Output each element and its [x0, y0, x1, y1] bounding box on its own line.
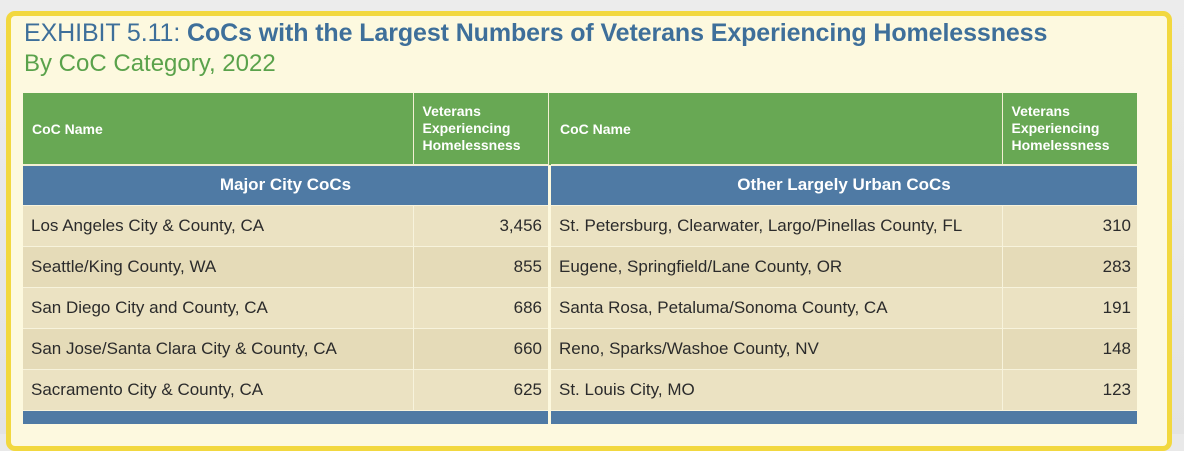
column-gap — [548, 205, 551, 246]
header-veterans-line2: Experiencing — [422, 120, 511, 136]
veteran-count: 3,456 — [413, 204, 548, 246]
coc-name: Sacramento City & County, CA — [23, 368, 414, 410]
coc-name: San Jose/Santa Clara City & County, CA — [23, 327, 414, 369]
coc-name: Santa Rosa, Petaluma/Sonoma County, CA — [551, 286, 1003, 328]
exhibit-heading: CoCs with the Largest Numbers of Veteran… — [187, 19, 1048, 47]
column-gap — [548, 287, 551, 328]
coc-name: St. Louis City, MO — [551, 368, 1003, 410]
coc-name: Reno, Sparks/Washoe County, NV — [551, 327, 1003, 369]
veteran-count: 660 — [413, 327, 548, 369]
veterans-table: CoC Name Veterans Experiencing Homelessn… — [23, 93, 1137, 424]
veteran-count: 310 — [1002, 204, 1137, 246]
column-gap — [548, 165, 551, 205]
coc-name: Los Angeles City & County, CA — [23, 204, 414, 246]
coc-name: Eugene, Springfield/Lane County, OR — [551, 245, 1003, 287]
column-gap — [548, 328, 551, 369]
veteran-count: 123 — [1002, 368, 1137, 410]
column-gap — [548, 369, 551, 410]
header-row: CoC Name Veterans Experiencing Homelessn… — [23, 93, 1137, 165]
column-gap — [548, 246, 551, 287]
category-row: Major City CoCs Other Largely Urban CoCs — [23, 164, 1137, 205]
header-veterans-line2: Experiencing — [1011, 120, 1100, 136]
header-veterans-left: Veterans Experiencing Homelessness — [413, 93, 549, 165]
column-gap — [548, 93, 551, 165]
next-category-right — [551, 409, 1137, 424]
table-row: Sacramento City & County, CA 625 St. Lou… — [23, 368, 1137, 410]
coc-name: Seattle/King County, WA — [23, 245, 414, 287]
veteran-count: 283 — [1002, 245, 1137, 287]
header-coc-name-left: CoC Name — [23, 93, 414, 165]
table-row: San Diego City and County, CA 686 Santa … — [23, 286, 1137, 328]
header-veterans-line1: Veterans — [422, 103, 481, 119]
coc-name: St. Petersburg, Clearwater, Largo/Pinell… — [551, 204, 1003, 246]
header-veterans-line3: Homelessness — [422, 137, 521, 153]
header-veterans-right: Veterans Experiencing Homelessness — [1002, 93, 1137, 165]
veteran-count: 191 — [1002, 286, 1137, 328]
column-gap — [548, 410, 551, 424]
exhibit-number: EXHIBIT 5.11: — [24, 19, 181, 47]
next-category-row — [23, 409, 1137, 424]
veteran-count: 148 — [1002, 327, 1137, 369]
table-row: San Jose/Santa Clara City & County, CA 6… — [23, 327, 1137, 369]
table-row: Seattle/King County, WA 855 Eugene, Spri… — [23, 245, 1137, 287]
next-category-left — [23, 409, 548, 424]
veteran-count: 625 — [413, 368, 548, 410]
exhibit-title: EXHIBIT 5.11: CoCs with the Largest Numb… — [24, 19, 1047, 48]
header-veterans-line1: Veterans — [1011, 103, 1070, 119]
category-other-urban: Other Largely Urban CoCs — [551, 164, 1137, 205]
header-veterans-line3: Homelessness — [1011, 137, 1110, 153]
category-major-city: Major City CoCs — [23, 164, 548, 205]
coc-name: San Diego City and County, CA — [23, 286, 414, 328]
table-row: Los Angeles City & County, CA 3,456 St. … — [23, 204, 1137, 246]
header-coc-name-right: CoC Name — [551, 93, 1003, 165]
exhibit-subtitle: By CoC Category, 2022 — [24, 50, 276, 77]
veteran-count: 855 — [413, 245, 548, 287]
veteran-count: 686 — [413, 286, 548, 328]
